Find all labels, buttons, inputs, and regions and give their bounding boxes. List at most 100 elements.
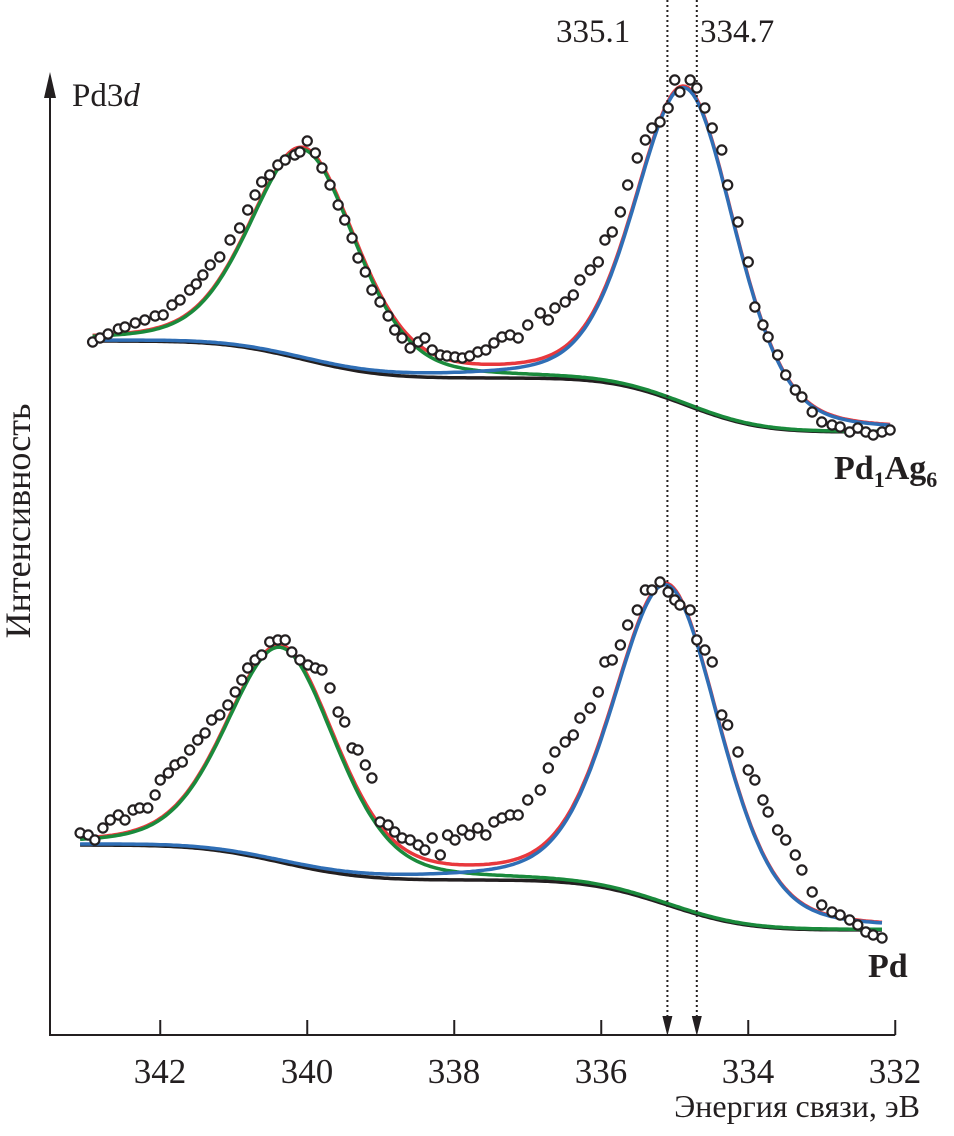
data-point [214,709,226,721]
data-point [742,256,754,268]
data-point [366,284,378,296]
data-point [622,619,634,631]
data-point [699,102,711,114]
label-subscript: 6 [926,466,938,492]
data-point [742,764,754,776]
data-point [512,809,524,821]
data-point [104,814,116,826]
axes [44,72,897,1036]
data-point [488,337,500,349]
x-tick-label: 336 [574,1052,628,1091]
data-point [669,74,681,86]
data-point [97,822,109,834]
spectrum-label-pd1ag6: Pd1Ag6 [834,450,937,493]
data-point [706,122,718,134]
data-point [884,424,896,436]
data-point [162,767,175,779]
data-point [549,302,561,314]
data-point [204,259,216,271]
data-point [396,332,408,344]
data-point [599,234,611,246]
x-tick-label: 338 [427,1052,481,1091]
data-point [834,421,846,433]
component-3d32-curve [79,645,882,932]
data-point [567,729,580,741]
data-point [119,814,131,826]
data-point [762,331,774,343]
data-point [449,834,461,846]
data-point [542,762,555,774]
data-point [796,391,808,403]
data-point [584,264,596,276]
data-point [631,152,643,164]
data-point [749,774,761,786]
data-point [279,154,291,166]
data-point [382,819,394,831]
data-point [574,712,586,724]
data-point [316,162,328,174]
data-point [559,736,571,748]
data-point [332,706,344,718]
data-point [480,829,492,841]
data-point [843,914,856,926]
data-point [762,806,774,818]
data-point [154,774,166,786]
data-point [139,314,151,326]
data-point [780,834,792,846]
data-point [606,226,618,238]
data-point [567,289,580,301]
x-tick-label: 342 [133,1052,187,1091]
data-point [456,824,469,836]
y-axis-arrow [44,72,56,98]
data-point [876,932,888,944]
data-points [74,74,896,944]
reference-lines [662,0,702,1036]
data-point [542,314,555,326]
chart-title: Pd3d [72,78,140,115]
data-point [255,649,268,661]
data-point [419,332,431,344]
reference-label-334-7: 334.7 [700,14,775,50]
data-point [522,794,534,806]
data-point [419,844,431,856]
data-point [662,102,674,114]
data-point [301,135,313,147]
data-point [205,714,218,726]
data-point [654,576,666,588]
data-point [233,222,246,234]
data-point [512,332,524,344]
data-point [662,586,674,598]
data-point [684,604,696,616]
data-point [732,216,744,228]
data-point [434,849,446,861]
data-point [646,584,658,596]
data-point [199,727,211,739]
reference-label-335-1: 335.1 [556,14,631,50]
background-curve [92,339,891,434]
data-point [852,919,864,931]
data-point [366,772,378,784]
data-point [324,179,336,191]
data-point [806,406,818,418]
data-point [463,829,476,841]
data-point [654,116,666,128]
data-point [224,234,236,246]
data-point [294,146,306,158]
data-point [316,664,328,676]
data-point [534,784,546,796]
data-point [255,176,268,188]
data-point [674,86,686,98]
component-3d52-curve [92,85,891,427]
data-point [716,709,728,721]
data-point [102,328,114,340]
component-3d52-curve [80,582,883,925]
data-point [622,179,634,191]
data-point [796,864,808,876]
data-point [549,746,561,758]
data-point [166,299,178,311]
reference-arrow [662,1016,673,1036]
component-3d32-curve [92,147,891,434]
data-point [480,344,492,356]
data-point [789,849,801,861]
chart-title-main: Pd3 [72,78,124,114]
